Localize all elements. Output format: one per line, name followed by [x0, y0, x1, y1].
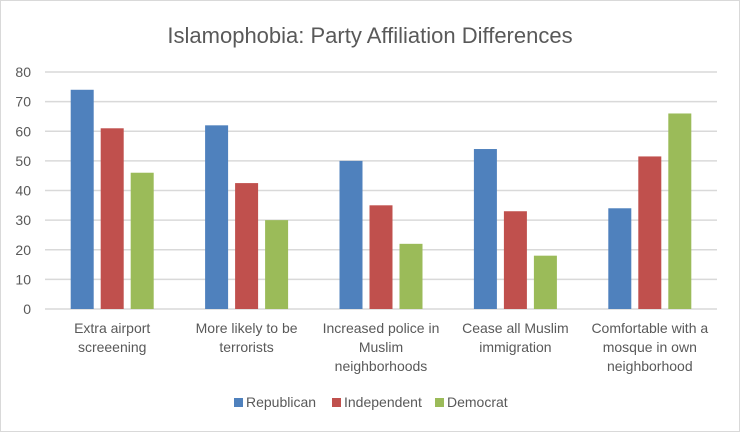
bar-independent: [369, 205, 393, 309]
bar-republican: [608, 208, 632, 309]
x-tick-label-line: Comfortable with a: [591, 320, 708, 336]
bar-republican: [205, 125, 229, 309]
legend-label: Independent: [344, 394, 422, 410]
y-tick-label: 20: [15, 242, 31, 258]
x-tick-label: More likely to be terrorists: [196, 320, 298, 355]
x-tick-label-line: Extra airport: [74, 320, 150, 336]
y-tick-label: 80: [15, 64, 31, 80]
chart-title: Islamophobia: Party Affiliation Differen…: [167, 23, 572, 48]
x-tick-label-line: neighborhood: [607, 358, 693, 374]
legend-swatch: [234, 398, 243, 407]
legend-label: Democrat: [447, 394, 508, 410]
legend-swatch: [435, 398, 444, 407]
bar-democrat: [399, 243, 423, 309]
bar-republican: [473, 149, 497, 309]
y-tick-label: 10: [15, 271, 31, 287]
x-tick-label-line: More likely to be: [196, 320, 298, 336]
y-tick-label: 50: [15, 153, 31, 169]
legend-item-republican: Republican: [234, 394, 316, 410]
legend-label: Republican: [246, 394, 316, 410]
x-tick-label-line: Muslim: [359, 339, 403, 355]
bar-independent: [503, 211, 527, 309]
x-tick-label: Cease all Muslim immigration: [462, 320, 569, 355]
bar-independent: [235, 183, 259, 309]
x-tick-label-line: neighborhoods: [335, 358, 428, 374]
y-tick-label: 60: [15, 123, 31, 139]
bar-independent: [100, 128, 124, 309]
x-tick-label: Increased police in Muslim neighborhoods: [323, 320, 440, 374]
legend-item-independent: Independent: [332, 394, 422, 410]
x-tick-label-line: terrorists: [219, 339, 273, 355]
bar-republican: [339, 160, 363, 309]
x-tick-label-line: screeening: [78, 339, 147, 355]
bar-democrat: [668, 113, 692, 309]
y-tick-label: 30: [15, 212, 31, 228]
x-tick-label-line: mosque in own: [603, 339, 697, 355]
bar-democrat: [130, 172, 154, 309]
y-tick-label: 40: [15, 183, 31, 199]
legend-swatch: [332, 398, 341, 407]
x-tick-label: Extra airport screeening: [74, 320, 150, 355]
x-tick-label-line: immigration: [479, 339, 551, 355]
x-tick-label-line: Increased police in: [323, 320, 440, 336]
legend-item-democrat: Democrat: [435, 394, 508, 410]
x-tick-label-line: Cease all Muslim: [462, 320, 569, 336]
y-tick-label: 0: [23, 301, 31, 317]
x-tick-label: Comfortable with a mosque in own neighborh…: [591, 320, 708, 374]
bar-independent: [638, 156, 662, 309]
bar-democrat: [265, 220, 289, 309]
bar-republican: [70, 89, 94, 310]
bar-democrat: [533, 255, 557, 309]
y-tick-label: 70: [15, 94, 31, 110]
